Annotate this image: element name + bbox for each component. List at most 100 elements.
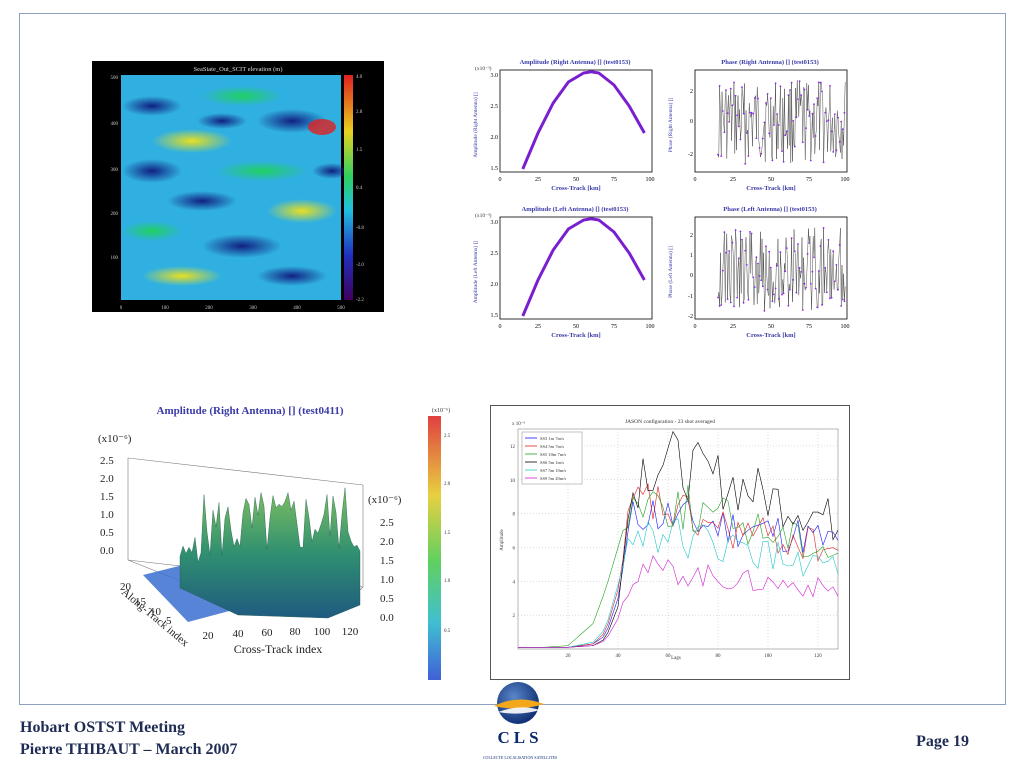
phase-point	[750, 232, 753, 235]
phase-left-panel: Phase (Left Antenna) [] (test0153) Phase…	[665, 202, 855, 342]
phase-point	[801, 309, 804, 311]
jason-svg: JASON configuration - 23 shot averaged x…	[490, 405, 850, 680]
jason-xlabel: Lags	[671, 656, 681, 661]
surface-zticks-left: 2.5 2.0 1.5 1.0 0.5 0.0	[100, 455, 114, 557]
amp-left-ytick: 3.0	[491, 220, 499, 226]
phase-point	[745, 132, 748, 134]
phase-point	[795, 116, 798, 119]
surface-ytick: 5	[166, 615, 172, 627]
phase-point	[793, 250, 796, 252]
phase-point	[793, 145, 796, 148]
amp-right-xtick: 100	[646, 177, 655, 183]
phase-point	[731, 241, 734, 244]
jason-series-line	[518, 518, 839, 648]
surface-xtick: 120	[342, 626, 359, 638]
phase-point	[787, 94, 790, 96]
phase-left-ytick: -1	[688, 294, 693, 300]
phase-point	[837, 288, 839, 291]
jason-ytick: 2	[513, 614, 516, 619]
phase-point	[742, 112, 745, 115]
phase-point	[717, 153, 719, 156]
phase-point	[843, 111, 846, 114]
amp-left-xtick: 75	[611, 324, 617, 330]
heatmap-cb-tick: 2.8	[356, 110, 363, 115]
surface-cb-tick: 2.0	[444, 482, 451, 487]
phase-point	[736, 114, 739, 117]
surface-svg: Amplitude (Right Antenna) [] (test0411) …	[98, 405, 402, 656]
heatmap-xtick: 100	[161, 306, 169, 311]
jason-xtick: 40	[616, 654, 622, 659]
surface-ztick: 0.0	[100, 545, 114, 557]
phase-point	[784, 270, 787, 273]
surface-ytick: 15	[135, 596, 147, 608]
phase-point	[755, 137, 758, 140]
phase-point	[830, 296, 833, 299]
phase-point	[833, 113, 836, 116]
phase-point	[747, 155, 750, 157]
phase-point	[784, 134, 787, 137]
amp-left-xlabel: Cross-Track [km]	[551, 332, 600, 339]
phase-point	[814, 135, 817, 137]
phase-left-ytick: 2	[690, 233, 693, 239]
phase-point	[797, 98, 799, 101]
phase-point	[827, 239, 830, 241]
phase-point	[753, 97, 756, 99]
phase-point	[731, 104, 734, 107]
cls-logo-svg: CLS COLLECTE LOCALISATION SATELLITES	[483, 682, 557, 760]
footer-author: Pierre THIBAUT – March 2007	[20, 741, 238, 758]
amp-right-axes	[499, 69, 653, 173]
heatmap-colorbar	[344, 75, 353, 300]
surface-ytick: 20	[120, 581, 132, 593]
phase-point	[725, 89, 727, 91]
surface-zscale-right: (x10⁻⁶)	[368, 494, 402, 506]
phase-point	[761, 137, 764, 140]
surface-zticks-right: 2.5 2.0 1.5 1.0 0.5 0.0	[380, 517, 394, 624]
phase-point	[789, 89, 791, 91]
phase-right-xtick: 25	[730, 177, 736, 183]
heatmap-ytick: 100	[111, 256, 119, 261]
amp-right-ylabel: Amplitude (Right Antenna) []	[472, 92, 479, 158]
phase-right-title: Phase (Right Antenna) [] (test0153)	[721, 59, 819, 66]
phase-point	[745, 264, 748, 266]
phase-point	[830, 130, 833, 133]
phase-point	[785, 247, 788, 249]
phase-point	[792, 120, 795, 122]
phase-right-xtick: 100	[841, 177, 850, 183]
jason-legend-label: SS7 5m 10m/s	[540, 468, 567, 473]
heatmap-colorbar-ticks: 4.0 2.8 1.5 0.4 -0.8 -2.0 -2.2	[356, 75, 364, 303]
surface-xtick: 100	[314, 626, 331, 638]
phase-point	[785, 130, 788, 133]
phase-point	[766, 288, 769, 291]
phase-point	[723, 231, 726, 234]
jason-series-line	[518, 555, 839, 648]
phase-left-yticks: 2 1 0 -1 -2	[688, 233, 693, 320]
phase-point	[773, 293, 775, 296]
phase-point	[728, 250, 731, 252]
amp-right-xtick: 75	[611, 177, 617, 183]
heatmap-cb-tick: -2.0	[356, 263, 364, 268]
phase-point	[806, 253, 809, 255]
jason-legend-label: SS5 10m 7m/s	[540, 452, 567, 457]
phase-point	[801, 141, 804, 144]
phase-point	[782, 292, 785, 295]
heatmap-xtick: 300	[249, 306, 257, 311]
surface-cb-tick: 2.5	[444, 434, 451, 439]
phase-point	[789, 288, 791, 291]
phase-left-ytick: -2	[688, 314, 693, 320]
amp-right-scale: (x10⁻³)	[475, 65, 492, 72]
jason-title: JASON configuration - 23 shot averaged	[625, 418, 715, 425]
jason-xtick: 60	[666, 654, 672, 659]
phase-point	[805, 127, 807, 130]
phase-point	[766, 93, 769, 95]
phase-point	[835, 149, 838, 152]
phase-point	[771, 159, 774, 162]
phase-point	[825, 291, 828, 294]
amp-right-xtick: 25	[535, 177, 541, 183]
amp-left-xtick: 50	[573, 324, 579, 330]
phase-point	[803, 88, 806, 91]
phase-point	[808, 115, 811, 117]
surface-xticks: 20 40 60 80 100 120	[203, 626, 359, 642]
surface-xtick: 20	[203, 630, 215, 642]
phase-point	[726, 298, 729, 300]
phase-point	[787, 304, 790, 307]
